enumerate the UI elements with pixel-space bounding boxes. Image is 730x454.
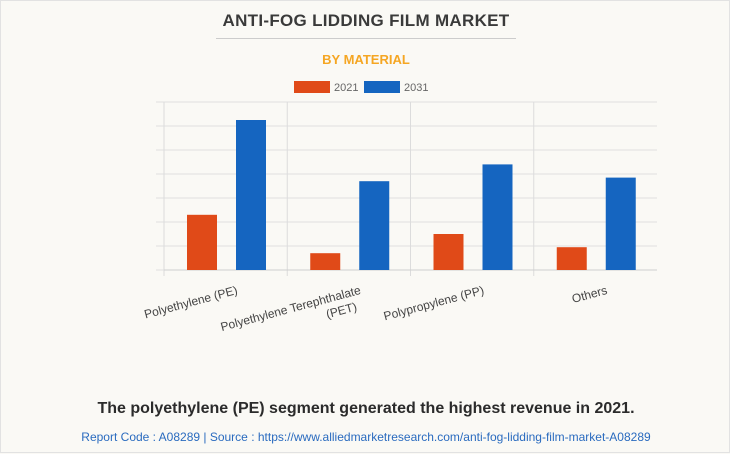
x-tick-label: Polyethylene Terephthalate(PET) <box>219 283 366 349</box>
chart-caption: The polyethylene (PE) segment generated … <box>97 400 635 417</box>
bar-2031-1 <box>359 181 390 270</box>
bar-2031-2 <box>482 164 513 270</box>
source-line[interactable]: Report Code : A08289 | Source : https://… <box>81 430 651 444</box>
bar-2031-0 <box>236 120 266 270</box>
title-divider <box>216 38 516 39</box>
bar-2021-1 <box>310 253 341 270</box>
chart-title: ANTI-FOG LIDDING FILM MARKET <box>222 11 510 30</box>
legend-swatch-2031 <box>364 81 400 93</box>
legend-label-2031: 2031 <box>404 82 428 94</box>
chart-subtitle: BY MATERIAL <box>322 52 410 67</box>
legend-label-2021: 2021 <box>334 82 358 94</box>
bar-2021-2 <box>433 234 464 270</box>
x-tick-label: Polyethylene (PE) <box>143 283 239 321</box>
legend-swatch-2021 <box>294 81 330 93</box>
bar-2021-3 <box>556 247 587 270</box>
x-tick-label: Polypropylene (PP) <box>382 283 485 323</box>
bar-2031-3 <box>605 177 636 270</box>
x-tick-label: Others <box>570 283 608 306</box>
bar-2021-0 <box>187 214 217 270</box>
